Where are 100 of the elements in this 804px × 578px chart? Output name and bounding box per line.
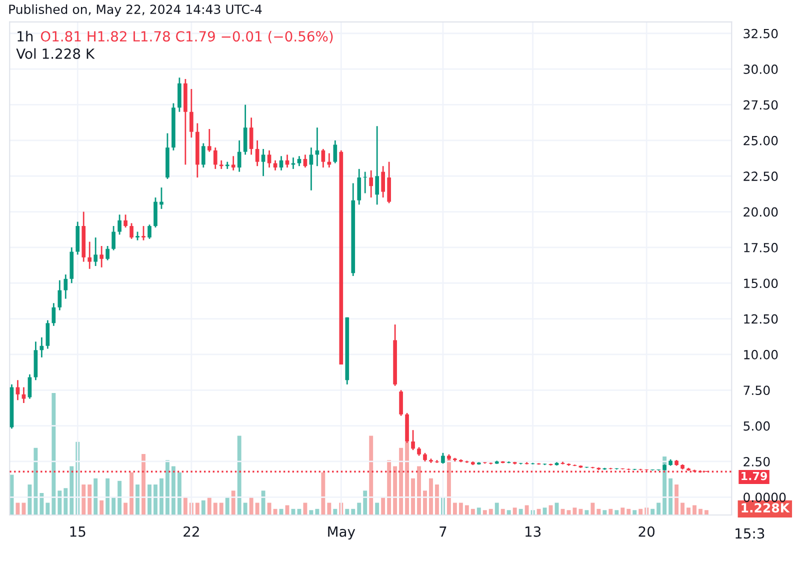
- bar: [315, 508, 320, 515]
- bar: [183, 496, 188, 515]
- bar: [297, 508, 302, 515]
- candlestick: [309, 146, 314, 192]
- y-tick-label: 5.00: [744, 421, 770, 431]
- candlestick: [291, 156, 296, 170]
- bar: [458, 502, 463, 515]
- bar: [165, 460, 170, 515]
- bar: [476, 508, 481, 515]
- candlestick: [381, 165, 385, 198]
- candlestick: [100, 245, 104, 268]
- bar: [680, 502, 685, 515]
- text: 1h: [18, 30, 33, 42]
- bar: [429, 478, 433, 515]
- bar: [267, 502, 272, 515]
- candlestick: [160, 186, 164, 210]
- bar: [464, 505, 469, 515]
- candlestick: [411, 429, 415, 451]
- candlestick: [52, 302, 56, 327]
- bar: [578, 508, 583, 515]
- bar: [626, 508, 631, 515]
- bar: [596, 508, 601, 515]
- y-tick-label: 20.00: [744, 207, 778, 217]
- bar: [423, 490, 427, 515]
- bar: [692, 505, 696, 515]
- candlestick: [64, 274, 68, 300]
- y-tick-label: 15.00: [744, 278, 778, 288]
- y-tick-label: 12.50: [744, 314, 778, 324]
- bar: [225, 496, 230, 515]
- bar: [357, 502, 362, 515]
- candlestick: [28, 374, 32, 400]
- candlestick: [142, 225, 146, 241]
- candlestick: [118, 214, 122, 236]
- candlestick: [46, 320, 50, 350]
- y-tick-label: 27.50: [744, 100, 778, 110]
- y-tick-label: 32.50: [744, 28, 778, 38]
- x-tick-label: 13: [525, 526, 541, 537]
- bar: [243, 502, 248, 515]
- text: Published on, May 22, 2024 14:43 UTC-4: [9, 4, 262, 16]
- y-tick-label: 30.00: [744, 64, 778, 74]
- bar: [207, 496, 212, 515]
- candlestick: [237, 140, 242, 172]
- candlestick: [231, 155, 236, 172]
- candlestick: [399, 389, 403, 417]
- bar: [46, 502, 50, 515]
- bar: [638, 508, 643, 515]
- candlestick: [16, 379, 20, 401]
- bar: [82, 484, 86, 515]
- bar: [584, 510, 589, 515]
- bar: [704, 510, 708, 515]
- x-tick-label: 15: [70, 526, 86, 537]
- bar: [369, 436, 374, 515]
- bar: [411, 478, 415, 515]
- bar: [195, 502, 200, 515]
- bar: [446, 456, 451, 515]
- bar: [351, 508, 356, 515]
- bar: [34, 448, 38, 515]
- bar: [154, 484, 158, 515]
- bar: [698, 508, 702, 515]
- bar: [201, 500, 206, 515]
- y-tick-label: 10.00: [744, 350, 778, 360]
- candlestick: [58, 280, 62, 311]
- bar: [130, 472, 134, 515]
- bar: [494, 502, 499, 515]
- bar: [381, 496, 386, 515]
- bar: [488, 508, 493, 515]
- bar: [249, 496, 254, 515]
- text: 15:3: [736, 528, 764, 539]
- candlestick: [130, 222, 134, 240]
- bar: [118, 480, 122, 515]
- candlestick: [207, 128, 212, 153]
- bar: [159, 478, 164, 515]
- text: O1.81 H1.82 L1.78 C1.79 −0.01 (−0.56%): [40, 30, 333, 44]
- bar: [542, 508, 547, 515]
- candlestick: [261, 148, 266, 177]
- bar: [363, 490, 368, 515]
- y-tick-label: 2.50: [744, 456, 770, 466]
- y-tick-label: 7.50: [744, 386, 770, 396]
- bar: [231, 490, 236, 515]
- bar: [171, 466, 176, 515]
- bar: [88, 484, 92, 515]
- bar: [309, 510, 314, 515]
- candlestick: [273, 160, 278, 172]
- bar: [327, 502, 332, 515]
- candlestick: [88, 241, 92, 270]
- x-tick-label: May: [328, 526, 356, 540]
- candlestick: [267, 150, 272, 168]
- candlestick: [279, 155, 284, 172]
- x-tick-label: 22: [184, 526, 199, 537]
- y-tick-label: 25.00: [744, 136, 778, 146]
- bar: [650, 508, 655, 515]
- bar: [255, 502, 260, 515]
- bar: [632, 510, 637, 515]
- bar: [668, 478, 673, 515]
- bar: [52, 393, 56, 515]
- bar: [40, 493, 44, 515]
- bar: [58, 490, 62, 515]
- candlestick: [148, 224, 152, 240]
- x-tick-label: 7: [440, 526, 446, 537]
- bar: [303, 502, 308, 515]
